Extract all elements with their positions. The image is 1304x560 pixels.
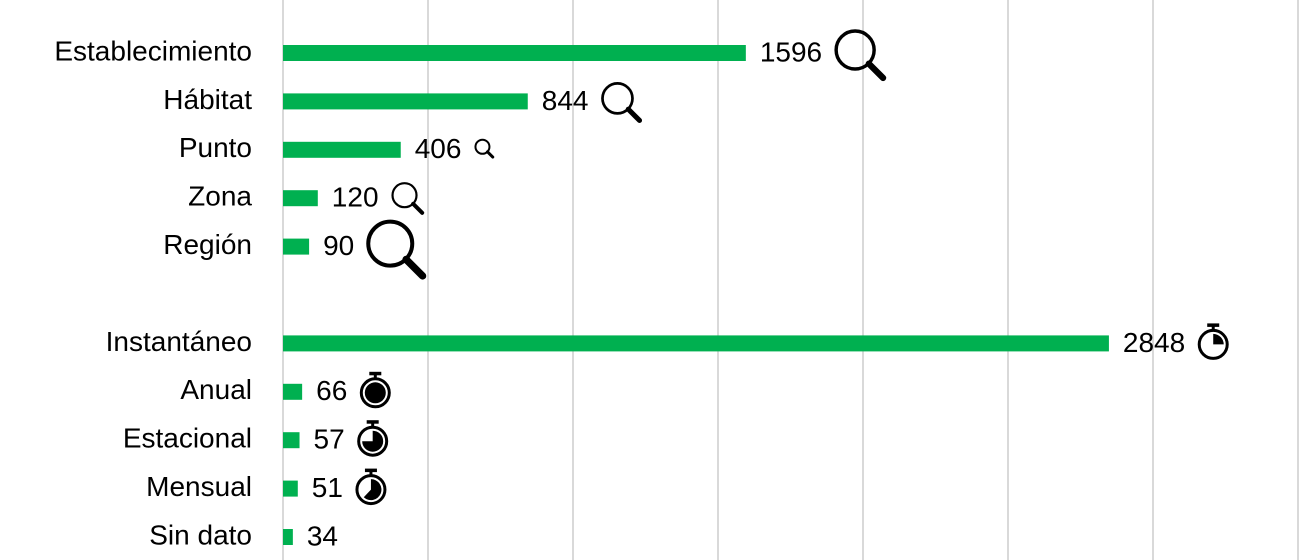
- bar: [283, 238, 310, 255]
- data-label: 66: [316, 375, 347, 406]
- stopwatch-icon: [1197, 323, 1229, 360]
- data-label: 90: [323, 230, 354, 261]
- magnifier-icon: [601, 82, 643, 123]
- magnifier-handle: [485, 150, 495, 159]
- bar: [283, 529, 293, 545]
- bar: [283, 45, 746, 61]
- y-tick-label: Punto: [179, 132, 252, 163]
- stopwatch-knob: [1207, 323, 1220, 327]
- magnifier-lens: [366, 219, 415, 268]
- y-tick-label: Instantáneo: [106, 326, 252, 357]
- data-label: 406: [415, 133, 462, 164]
- magnifier-handle: [411, 201, 425, 215]
- magnifier-icon: [474, 138, 495, 159]
- stopwatch-icon: [355, 468, 387, 506]
- stopwatch-knob: [366, 420, 379, 424]
- data-label: 57: [314, 424, 345, 455]
- stopwatch-icon: [359, 371, 391, 409]
- y-tick-label: Sin dato: [149, 519, 252, 550]
- magnifier-lens: [391, 182, 418, 209]
- stopwatch-fill: [364, 382, 386, 404]
- bar: [283, 335, 1109, 352]
- y-tick-label: Establecimiento: [54, 35, 252, 66]
- magnifier-lens: [474, 138, 491, 155]
- magnifier-handle: [865, 60, 887, 82]
- magnifier-lens: [601, 82, 634, 115]
- bar: [283, 383, 303, 400]
- y-tick-label: Hábitat: [163, 84, 252, 115]
- stopwatch-knob: [369, 371, 382, 376]
- y-tick-label: Zona: [188, 181, 252, 212]
- stopwatch-fill: [363, 479, 382, 501]
- data-label: 2848: [1123, 327, 1185, 358]
- data-label: 844: [542, 85, 589, 116]
- y-tick-label: Anual: [180, 374, 252, 405]
- magnifier-icon: [366, 219, 427, 280]
- y-tick-label: Región: [163, 229, 252, 260]
- bar: [283, 141, 401, 158]
- bar: [283, 480, 298, 497]
- bar: [283, 93, 528, 110]
- stopwatch-fill: [362, 430, 384, 452]
- magnifier-handle: [625, 106, 643, 123]
- data-label: 120: [332, 182, 379, 213]
- y-tick-label: Mensual: [146, 471, 252, 502]
- stopwatch-knob: [364, 468, 377, 473]
- magnifier-icon: [834, 29, 887, 82]
- bar: [283, 432, 300, 449]
- magnifier-handle: [402, 255, 427, 280]
- stopwatch-icon: [357, 420, 389, 457]
- magnifier-lens: [834, 29, 876, 71]
- magnifier-icon: [391, 182, 425, 215]
- stopwatch-fill: [1213, 333, 1224, 345]
- data-label: 1596: [760, 36, 822, 67]
- data-label: 51: [312, 472, 343, 503]
- y-tick-label: Estacional: [123, 423, 252, 454]
- data-label: 34: [307, 520, 338, 551]
- bar: [283, 190, 318, 207]
